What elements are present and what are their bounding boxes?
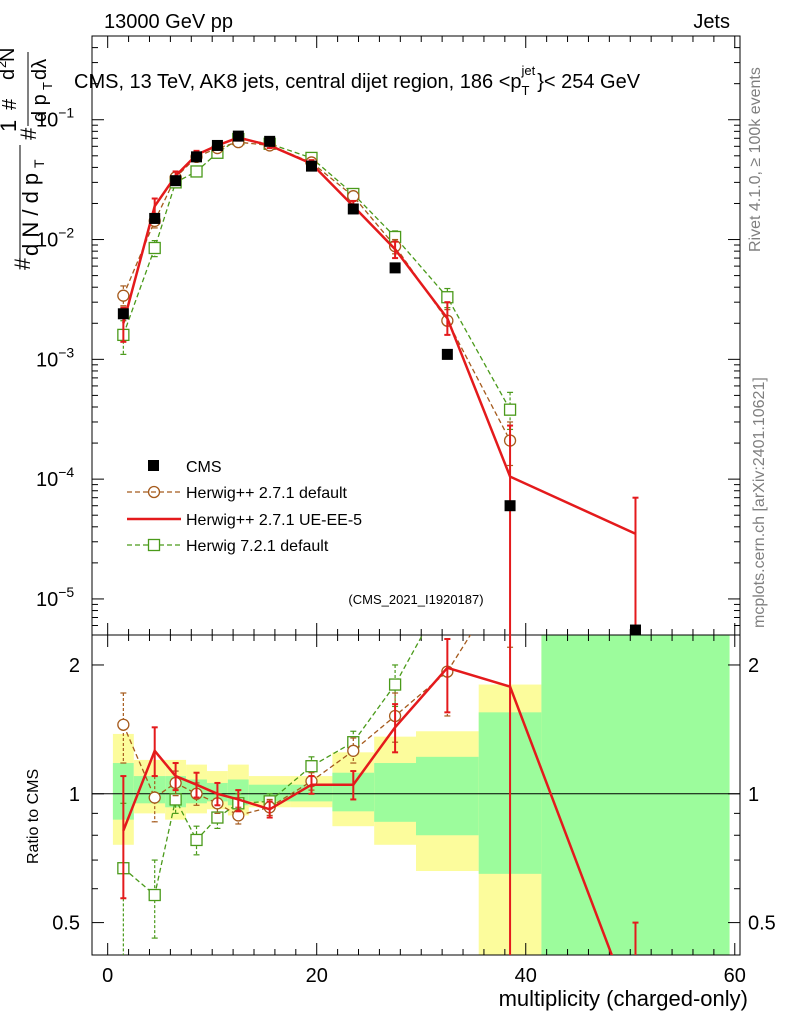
y-tick-label-ratio-2: 2 (69, 655, 80, 677)
main-cms-point-9 (389, 262, 401, 274)
main-herwig7-point-1 (148, 241, 161, 255)
legend-marker-herwig7 (147, 538, 161, 552)
svg-text:#: # (16, 127, 41, 140)
ratio-uncertainty-bands (112, 635, 730, 955)
band-inner-10 (416, 756, 479, 836)
x-tick-label-0: 0 (102, 965, 113, 987)
main-herwig7-point-11 (503, 403, 517, 416)
ratio-series (117, 635, 639, 955)
main-cms-point-10 (441, 348, 453, 360)
svg-text:T: T (40, 82, 55, 90)
svg-text:d p: d p (29, 94, 51, 122)
svg-text:#: # (10, 257, 35, 270)
main-herwig7-point-10 (441, 291, 454, 304)
ratio-herwig_pp_default-point-0 (117, 718, 130, 731)
x-tick-label-60: 60 (724, 965, 746, 987)
x-axis-label: multiplicity (charged-only) (499, 986, 748, 1011)
ratio-frame (91, 634, 741, 956)
main-herwig7-line (122, 138, 511, 410)
legend-marker-cms (148, 460, 159, 471)
main-cms-point-12 (629, 624, 641, 635)
svg-text:d: d (0, 69, 19, 80)
y-tick-label-ratio-right-0.5: 0.5 (748, 913, 776, 935)
ratio-herwig_pp_default-point-1 (148, 791, 161, 804)
svg-text:dλ: dλ (29, 59, 51, 80)
main-cms-point-1 (149, 212, 161, 224)
ratio-herwig7-line (122, 635, 424, 897)
rivet-label: Rivet 4.1.0, ≥ 100k events (747, 67, 764, 252)
legend-entry-herwig7: Herwig 7.2.1 default (127, 538, 329, 555)
ratio-herwig7-point-7 (305, 760, 318, 773)
y-tick-label-main-0: 10−5 (36, 584, 74, 611)
svg-text:d N / d p: d N / d p (18, 173, 43, 256)
y-tick-label-main-3: 10−2 (36, 225, 74, 252)
svg-text:#: # (0, 98, 21, 110)
main-cms-point-6 (264, 135, 276, 147)
mcplots-label: mcplots.cern.ch [arXiv:2401.10621] (751, 377, 768, 628)
y-tick-label-ratio-right-2: 2 (748, 655, 759, 677)
title-part-1: CMS, 13 TeV, AK8 jets, central dijet reg… (74, 71, 522, 93)
main-cms-point-3 (191, 151, 203, 163)
header-right: Jets (693, 11, 730, 33)
ratio-herwig7-point-1 (148, 888, 161, 902)
plot-title: CMS, 13 TeV, AK8 jets, central dijet reg… (74, 63, 641, 98)
main-herwig7-point-3 (190, 165, 203, 178)
y-tick-label-ratio-right-1: 1 (748, 784, 759, 806)
legend-entry-herwig-pp-default: Herwig++ 2.7.1 default (127, 485, 348, 502)
legend-label-herwig-pp-ueee5: Herwig++ 2.7.1 UE-EE-5 (186, 512, 362, 529)
legend-label-herwig7: Herwig 7.2.1 default (186, 538, 329, 555)
legend-entry-cms: CMS (148, 459, 222, 476)
title-sub: T (522, 83, 530, 98)
y-tick-label-ratio-0.5: 0.5 (52, 913, 80, 935)
main-cms-point-5 (232, 130, 244, 142)
y-axis-label-ratio: Ratio to CMS (25, 769, 42, 864)
main-cms-point-2 (170, 175, 182, 187)
ratio-herwig7-point-4 (211, 811, 224, 824)
legend: CMS Herwig++ 2.7.1 default Herwig++ 2.7.… (127, 459, 362, 555)
header-left: 13000 GeV pp (104, 11, 233, 33)
title-sup: jet (520, 63, 535, 78)
main-cms-point-7 (305, 160, 317, 172)
main-cms-point-0 (117, 308, 129, 320)
main-herwig_pp_default-point-0 (117, 289, 130, 302)
legend-entry-herwig-pp-ueee5: Herwig++ 2.7.1 UE-EE-5 (127, 512, 362, 529)
title-part-2: }< 254 GeV (537, 71, 641, 93)
y-tick-label-main-1: 10−4 (36, 464, 74, 491)
y-tick-label-main-2: 10−3 (36, 344, 74, 371)
ratio-herwig_pp_default-point-8 (347, 744, 360, 757)
band-inner-9 (374, 763, 416, 822)
main-cms-point-4 (211, 139, 223, 151)
main-series (117, 130, 641, 635)
ratio-herwig7-point-3 (190, 833, 203, 847)
y-axis-label-main: # d N / d p T 1 # d p T dλ # d 2 N (0, 48, 55, 270)
x-tick-label-40: 40 (515, 965, 537, 987)
y-tick-label-ratio-1: 1 (69, 784, 80, 806)
analysis-watermark: (CMS_2021_I1920187) (348, 592, 483, 607)
main-cms-point-8 (347, 203, 359, 215)
svg-text:2: 2 (0, 61, 9, 68)
y-tick-label-main-4: 10−1 (36, 105, 74, 132)
legend-marker-herwig-pp-default (147, 485, 161, 499)
band-inner-12 (541, 635, 730, 955)
svg-text:1: 1 (0, 120, 21, 132)
svg-text:T: T (31, 159, 47, 168)
legend-label-cms: CMS (186, 459, 222, 476)
ratio-herwig7-point-9 (388, 678, 402, 691)
svg-text:N: N (0, 48, 19, 62)
band-inner-6 (248, 784, 291, 802)
x-tick-label-20: 20 (306, 965, 328, 987)
main-cms-point-11 (504, 500, 516, 512)
legend-label-herwig-pp-default: Herwig++ 2.7.1 default (186, 485, 348, 502)
